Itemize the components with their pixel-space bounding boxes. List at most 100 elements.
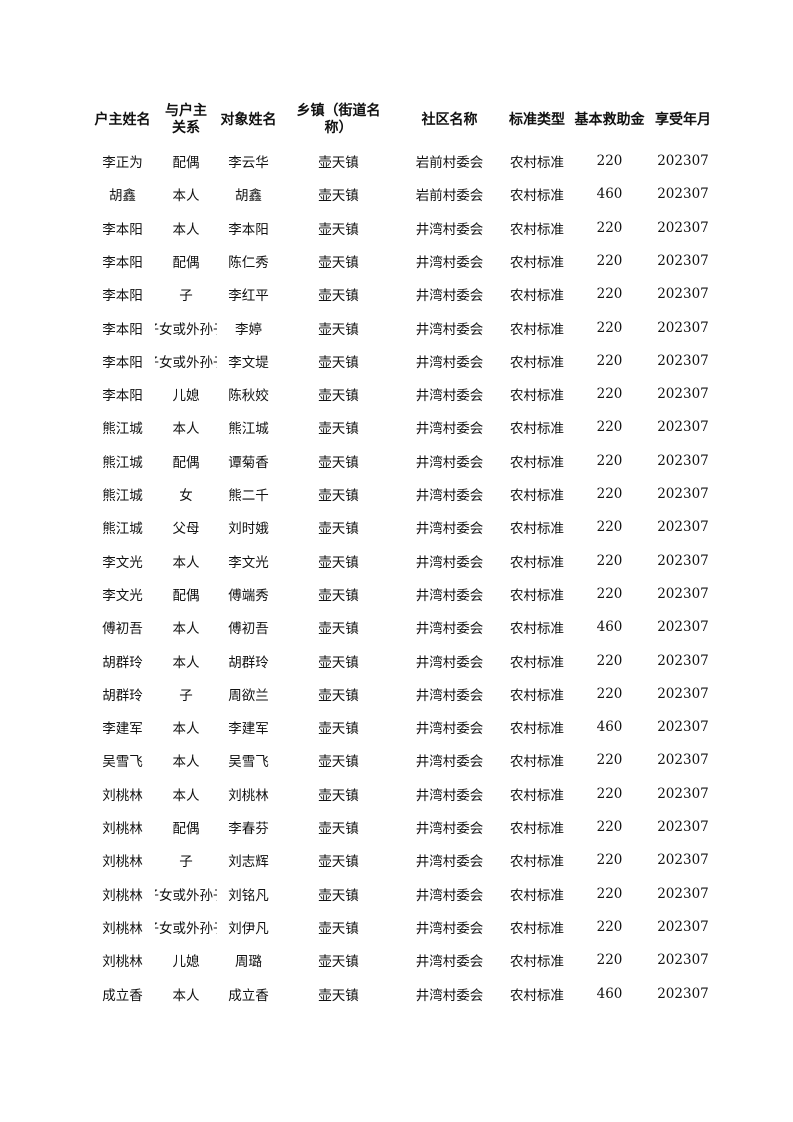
- table-cell: 父母: [155, 513, 217, 541]
- cell-text: 胡群玲: [102, 654, 143, 671]
- cell-text: 壶天镇: [318, 587, 359, 604]
- cell-text: 220: [596, 852, 623, 869]
- cell-text: 熊江城: [102, 521, 143, 538]
- table-cell: 202307: [647, 780, 719, 808]
- table-cell: 202307: [647, 347, 719, 375]
- cell-text: 202307: [657, 252, 709, 269]
- table-cell: 壶天镇: [280, 913, 397, 941]
- table-cell: 壶天镇: [280, 813, 397, 841]
- table-cell: 220: [572, 813, 647, 841]
- table-cell: 壶天镇: [280, 680, 397, 708]
- cell-text: 本人: [172, 421, 200, 438]
- cell-text: 壶天镇: [318, 254, 359, 271]
- table-cell: 壶天镇: [280, 480, 397, 508]
- table-cell: 李春芬: [217, 813, 280, 841]
- cell-text: 刘桃林: [228, 787, 269, 804]
- table-cell: 农村标准: [502, 513, 572, 541]
- table-cell: 壶天镇: [280, 780, 397, 808]
- cell-text: 本人: [172, 787, 200, 804]
- cell-text: 220: [596, 552, 623, 569]
- table-cell: 傅初吾: [90, 613, 155, 641]
- table-cell: 农村标准: [502, 880, 572, 908]
- cell-text: 井湾村委会: [415, 987, 484, 1004]
- cell-text: 胡鑫: [109, 188, 136, 205]
- table-cell: 农村标准: [502, 780, 572, 808]
- table-cell: 220: [572, 380, 647, 408]
- cell-text: 壶天镇: [318, 488, 359, 504]
- table-cell: 壶天镇: [280, 247, 397, 275]
- cell-text: 202307: [657, 985, 709, 1002]
- cell-text: 农村标准: [510, 987, 564, 1004]
- table-cell: 李本阳: [217, 214, 280, 242]
- table-cell: 刘铭凡: [217, 880, 280, 908]
- table-cell: 儿媳: [155, 946, 217, 974]
- table-cell: 本人: [155, 746, 217, 774]
- cell-text: 220: [596, 252, 623, 269]
- cell-text: 孙子女或外孙子女: [155, 920, 217, 937]
- cell-text: 壶天镇: [318, 155, 359, 171]
- cell-text: 刘桃林: [102, 954, 143, 971]
- cell-text: 202307: [657, 219, 709, 236]
- table-cell: 农村标准: [502, 647, 572, 675]
- cell-text: 202307: [657, 552, 709, 569]
- table-cell: 井湾村委会: [397, 214, 502, 242]
- cell-text: 女: [179, 488, 193, 504]
- table-cell: 壶天镇: [280, 647, 397, 675]
- cell-text: 本人: [172, 554, 200, 571]
- cell-text: 刘桃林: [102, 821, 143, 837]
- cell-text: 井湾村委会: [415, 421, 484, 438]
- cell-text: 220: [596, 819, 623, 835]
- table-cell: 202307: [647, 746, 719, 774]
- table-cell: 农村标准: [502, 314, 572, 342]
- table-cell: 壶天镇: [280, 880, 397, 908]
- cell-text: 202307: [657, 652, 709, 669]
- cell-text: 陈秋姣: [228, 388, 269, 405]
- cell-text: 周欲兰: [228, 687, 269, 704]
- table-cell: 202307: [647, 946, 719, 974]
- table-cell: 220: [572, 946, 647, 974]
- table-cell: 202307: [647, 647, 719, 675]
- cell-text: 220: [596, 486, 623, 502]
- table-cell: 李本阳: [90, 280, 155, 308]
- cell-text: 壶天镇: [318, 288, 359, 305]
- table-cell: 农村标准: [502, 280, 572, 308]
- table-cell: 壶天镇: [280, 314, 397, 342]
- table-cell: 壶天镇: [280, 580, 397, 608]
- cell-text: 配偶: [172, 587, 200, 604]
- table-cell: 农村标准: [502, 980, 572, 1008]
- table-cell: 刘桃林: [217, 780, 280, 808]
- cell-text: 220: [596, 352, 623, 369]
- cell-text: 熊江城: [102, 488, 143, 504]
- cell-text: 父母: [172, 521, 200, 538]
- table-cell: 胡鑫: [90, 180, 155, 208]
- cell-text: 李红平: [228, 288, 269, 305]
- cell-text: 农村标准: [510, 687, 564, 704]
- cell-text: 刘铭凡: [228, 887, 269, 904]
- table-cell: 壶天镇: [280, 447, 397, 475]
- table-cell: 井湾村委会: [397, 613, 502, 641]
- table-cell: 农村标准: [502, 413, 572, 441]
- table-cell: 李红平: [217, 280, 280, 308]
- cell-text: 对象姓名: [220, 111, 277, 128]
- cell-text: 本人: [172, 987, 200, 1004]
- cell-text: 202307: [657, 619, 709, 636]
- table-cell: 李建军: [217, 713, 280, 741]
- cell-text: 谭菊香: [228, 454, 269, 471]
- table-cell: 202307: [647, 813, 719, 841]
- cell-text: 220: [596, 419, 623, 436]
- table-cell: 220: [572, 214, 647, 242]
- table-cell: 胡鑫: [217, 180, 280, 208]
- table-cell: 202307: [647, 913, 719, 941]
- cell-text: 220: [596, 918, 623, 935]
- cell-text: 460: [596, 619, 623, 636]
- cell-text: 李正为: [102, 155, 143, 171]
- table-cell: 儿媳: [155, 380, 217, 408]
- cell-text: 基本救助金: [574, 111, 645, 128]
- cell-text: 本人: [172, 188, 200, 205]
- table-cell: 农村标准: [502, 613, 572, 641]
- cell-text: 壶天镇: [318, 421, 359, 438]
- table-cell: 井湾村委会: [397, 413, 502, 441]
- cell-text: 李本阳: [102, 388, 143, 405]
- cell-text: 刘志辉: [228, 854, 269, 871]
- cell-text: 儿媳: [172, 388, 200, 405]
